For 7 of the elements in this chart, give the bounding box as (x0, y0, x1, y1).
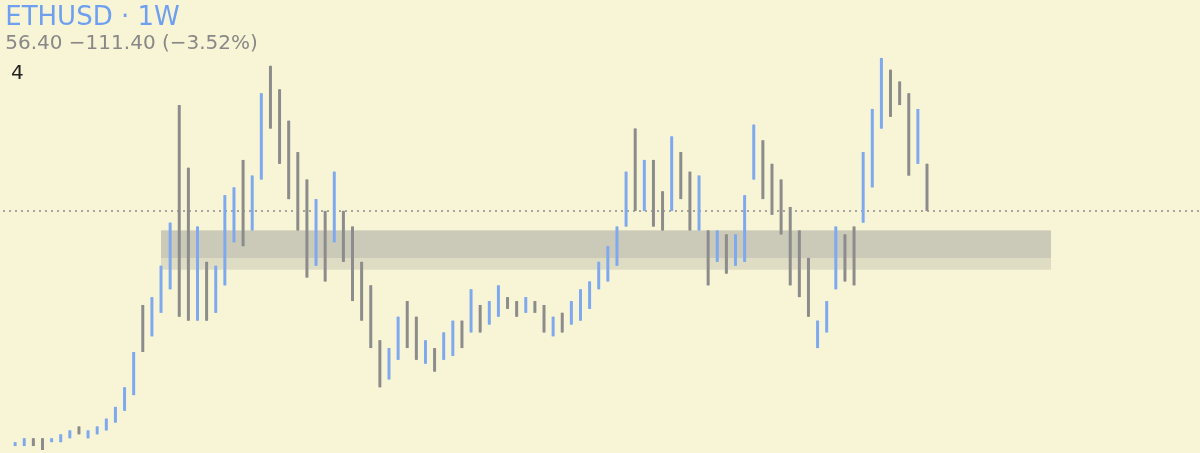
candlestick (487, 300, 491, 326)
chart-subtitle: 56.40 −111.40 (−3.52%) (5, 30, 258, 55)
chart-title: ETHUSD · 1W (5, 1, 180, 32)
annotation: 4 (11, 60, 24, 84)
candlestick (569, 300, 573, 326)
candlestick (123, 386, 127, 412)
candlestick (433, 347, 437, 373)
